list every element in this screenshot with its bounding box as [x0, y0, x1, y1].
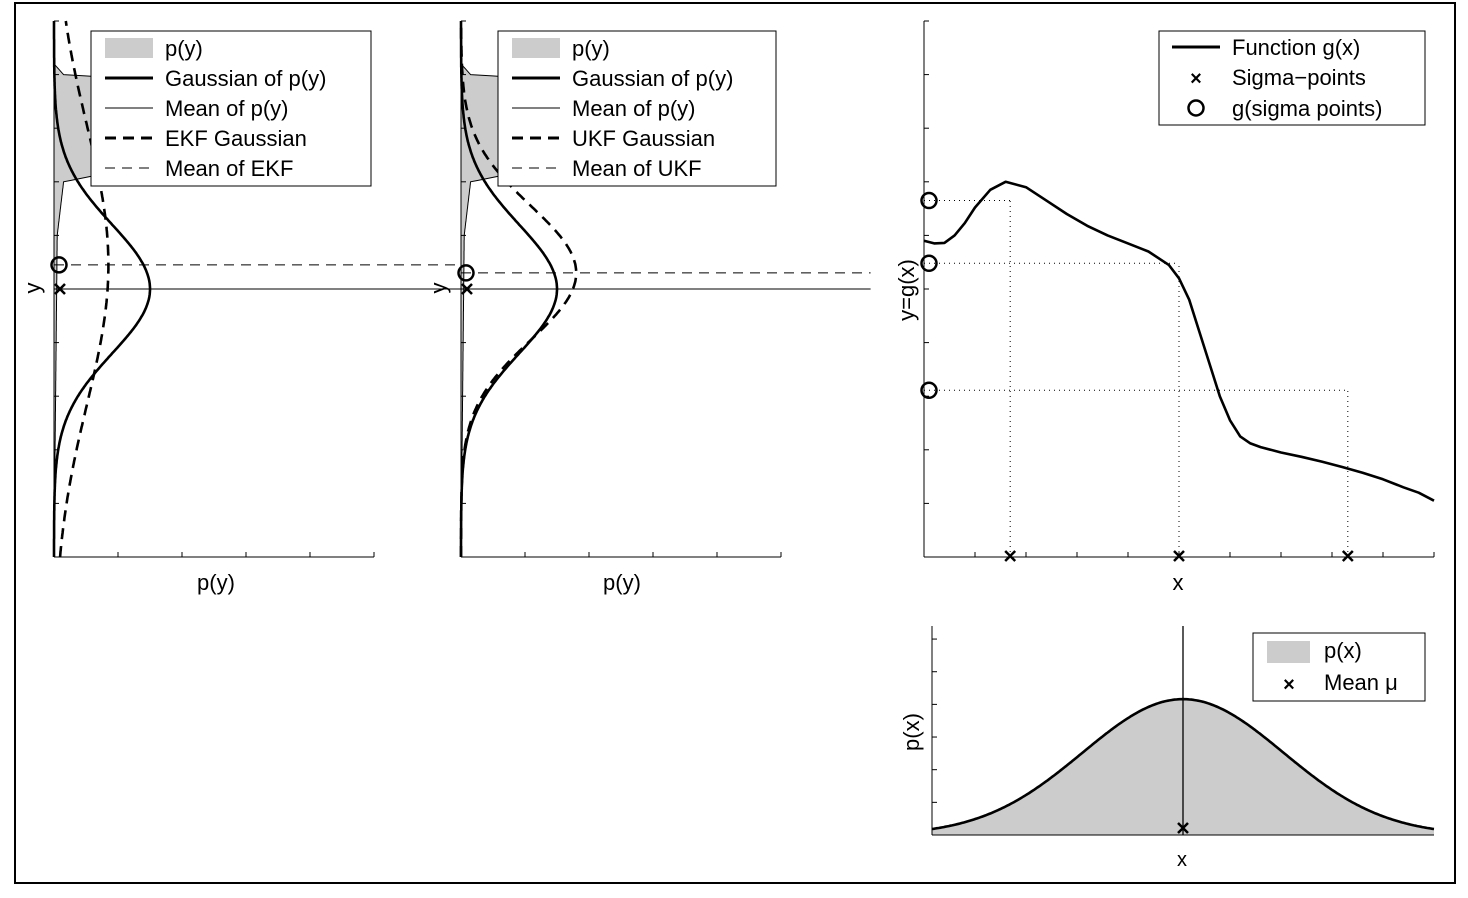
ukf-legend-label-ukf-mean: Mean of UKF — [572, 156, 702, 181]
function-legend: × Function g(x) Sigma−points g(sigma poi… — [1158, 30, 1426, 126]
ekf-transformed-point-marker — [50, 256, 68, 274]
ukf-legend: p(y) Gaussian of p(y) Mean of p(y) UKF G… — [497, 30, 777, 187]
function-legend-label-sigma: Sigma−points — [1232, 65, 1366, 90]
px-mean-marker — [1177, 822, 1189, 834]
ukf-legend-label-gauss: Gaussian of p(y) — [572, 66, 733, 91]
ekf-legend-label-ekf: EKF Gaussian — [165, 126, 307, 151]
function-sigma-point-marker — [1004, 550, 1017, 562]
ukf-legend-label-mean: Mean of p(y) — [572, 96, 696, 121]
px-xlabel: x — [1177, 849, 1187, 871]
outer-frame — [14, 2, 1456, 884]
ukf-legend-label-ukf: UKF Gaussian — [572, 126, 715, 151]
ekf-ylabel: y — [20, 283, 45, 294]
function-legend-label-func: Function g(x) — [1232, 35, 1360, 60]
px-legend: × p(x) Mean μ — [1252, 632, 1426, 702]
function-xlabel: x — [1173, 570, 1184, 595]
px-ylabel: p(x) — [899, 713, 924, 751]
ukf-ylabel: y — [426, 283, 451, 294]
px-legend-label-px: p(x) — [1324, 638, 1362, 663]
ukf-legend-label-py: p(y) — [572, 36, 610, 61]
px-legend-swatch-cross: × — [1283, 674, 1295, 696]
ekf-legend-label-gauss: Gaussian of p(y) — [165, 66, 326, 91]
px-legend-label-mean: Mean μ — [1324, 670, 1398, 695]
ukf-xlabel: p(y) — [603, 570, 641, 595]
function-gsigma-marker — [920, 254, 938, 273]
function-legend-label-gsigma: g(sigma points) — [1232, 96, 1382, 121]
function-panel — [920, 20, 1435, 562]
px-legend-swatch-px — [1267, 641, 1310, 663]
ekf-legend-label-mean: Mean of p(y) — [165, 96, 289, 121]
ekf-legend-label-ekf-mean: Mean of EKF — [165, 156, 293, 181]
ekf-legend-label-py: p(y) — [165, 36, 203, 61]
ukf-transformed-point-marker — [457, 264, 475, 282]
ekf-legend: p(y) Gaussian of p(y) Mean of p(y) EKF G… — [90, 30, 372, 187]
function-sigma-point-marker — [1341, 550, 1354, 562]
function-gsigma-marker — [920, 381, 938, 400]
ekf-sigma-point-marker — [54, 283, 66, 295]
function-legend-swatch-circle — [1187, 99, 1205, 117]
ekf-xlabel: p(y) — [197, 570, 235, 595]
function-ylabel: y=g(x) — [894, 259, 919, 321]
function-gsigma-marker — [920, 191, 938, 210]
ekf-legend-swatch-py — [105, 38, 153, 58]
function-legend-swatch-cross: × — [1190, 68, 1202, 90]
ukf-sigma-point-marker — [461, 283, 473, 295]
ukf-legend-swatch-py — [512, 38, 560, 58]
px-panel — [931, 626, 1435, 836]
function-g-line — [923, 180, 1435, 502]
